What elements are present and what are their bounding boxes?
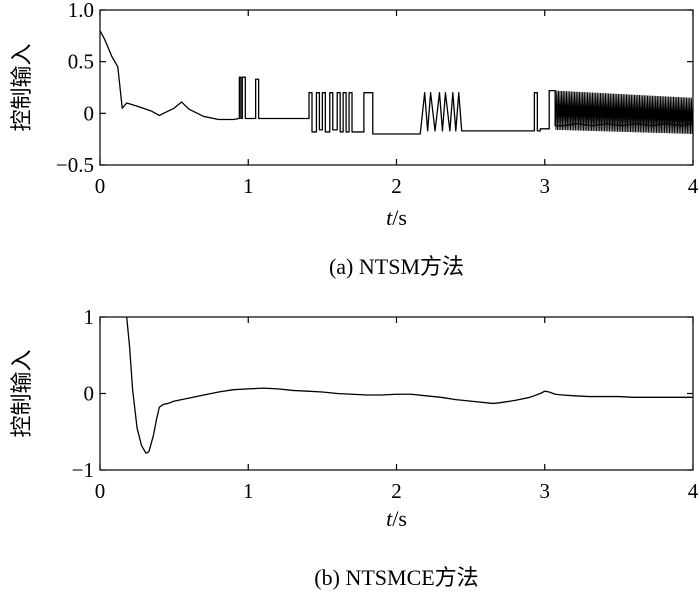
y-tick-label: 0: [84, 382, 95, 406]
x-tick-label: 2: [391, 174, 402, 198]
axis-ticks-a: 0 1 2 3 41.00.50−0.5: [56, 0, 699, 198]
series-marks-a: [100, 30, 693, 135]
plot-frame-b: [99, 316, 694, 471]
x-tick-label: 2: [391, 479, 402, 503]
x-tick-label: 0: [95, 174, 106, 198]
chart-panel-b: 0 1 2 3 410−1 控制输入 t/s (b) NTSMCE方法: [9, 305, 699, 590]
x-tick-label: 3: [540, 479, 551, 503]
y-tick-label: 1: [84, 305, 95, 329]
panel-caption-b: (b) NTSMCE方法: [314, 565, 478, 590]
x-tick-label: 1: [243, 479, 254, 503]
series-line: [100, 30, 693, 135]
y-tick-label: 0.5: [68, 50, 94, 74]
series-chatter-band: [554, 90, 693, 134]
x-tick-label: 3: [540, 174, 551, 198]
x-tick-label: 4: [688, 479, 699, 503]
plot-frame-a: [99, 9, 694, 166]
series-marks-b: [126, 317, 693, 454]
x-axis-unit-b: /s: [392, 506, 407, 531]
x-axis-var-a: t: [386, 205, 393, 230]
y-axis-label-b: 控制输入: [9, 349, 34, 437]
y-tick-label: 1.0: [68, 0, 94, 22]
y-axis-label-a: 控制输入: [9, 43, 34, 131]
series-line: [126, 317, 693, 454]
x-axis-label-b: t/s: [386, 506, 407, 531]
x-tick-label: 1: [243, 174, 254, 198]
y-tick-label: 0: [84, 101, 95, 125]
x-tick-label: 0: [95, 479, 106, 503]
y-tick-label: −1: [72, 458, 94, 482]
axis-ticks-b: 0 1 2 3 410−1: [72, 305, 699, 503]
x-axis-var-b: t: [386, 506, 393, 531]
x-tick-label: 4: [688, 174, 699, 198]
x-axis-unit-a: /s: [392, 205, 407, 230]
y-tick-label: −0.5: [56, 153, 94, 177]
panel-caption-a: (a) NTSM方法: [329, 254, 464, 279]
chart-panel-a: 0 1 2 3 41.00.50−0.5 控制输入 t/s (a) NTSM方法: [9, 0, 699, 279]
x-axis-label-a: t/s: [386, 205, 407, 230]
